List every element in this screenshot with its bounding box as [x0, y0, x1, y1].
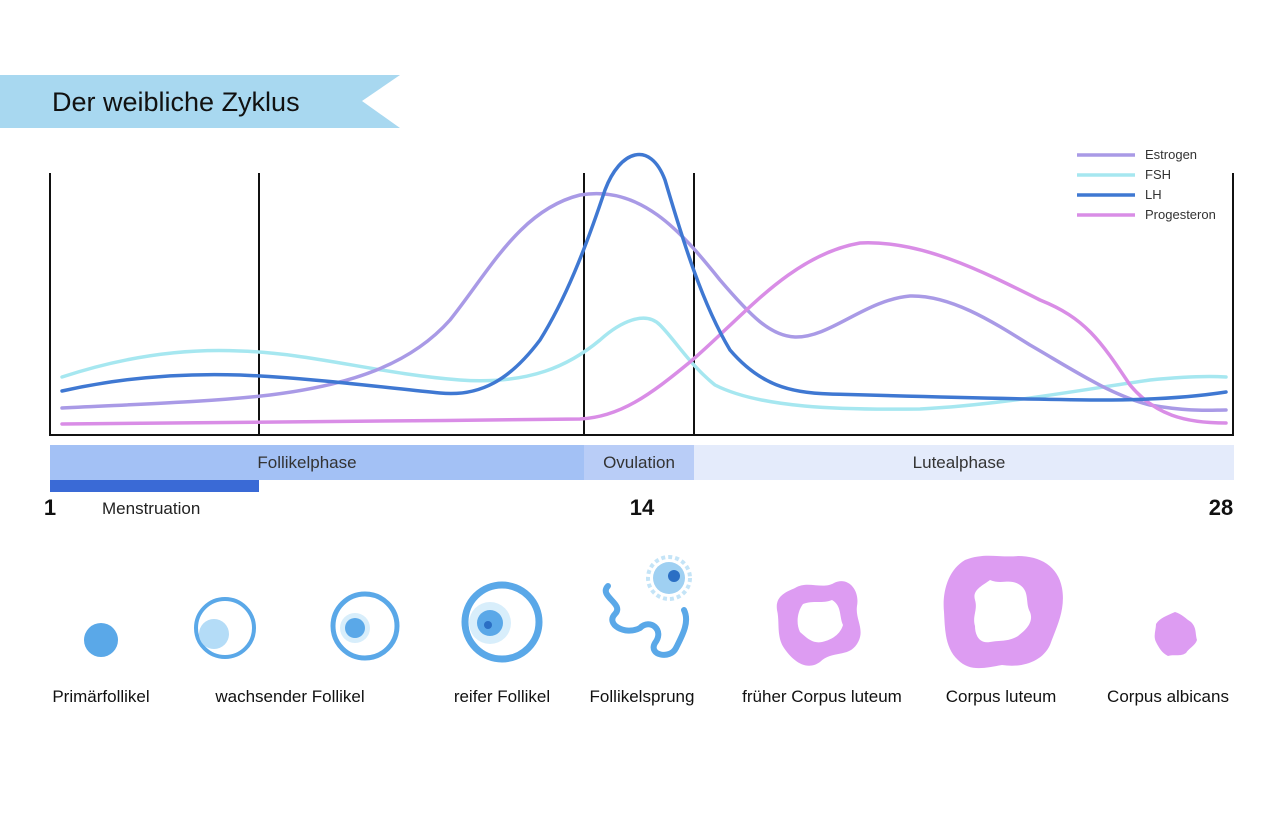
day-label-mid: 14: [630, 495, 655, 520]
legend-label-lh: LH: [1145, 187, 1162, 202]
stage-label-reifer-follikel: reifer Follikel: [454, 687, 550, 706]
reifer-follikel-icon: [461, 581, 543, 663]
wachsender-follikel-icon: [194, 597, 256, 659]
frueher-corpus-luteum-icon: [776, 581, 861, 666]
follikelphase-label: Follikelphase: [257, 453, 356, 472]
lutealphase-label: Lutealphase: [913, 453, 1006, 472]
title-banner: [0, 75, 400, 128]
progesteron-curve: [60, 241, 1228, 426]
day-label-end: 28: [1209, 495, 1233, 520]
legend-label-estrogen: Estrogen: [1145, 147, 1197, 162]
stage-label-corpus-albicans: Corpus albicans: [1107, 687, 1229, 706]
ovulation-bar: [584, 445, 694, 480]
stage-label-corpus-luteum: Corpus luteum: [946, 687, 1057, 706]
stage-label-frueher-corpus-luteum: früher Corpus luteum: [742, 687, 902, 706]
legend: Estrogen FSH LH Progesteron: [1077, 147, 1216, 222]
ovulation-label: Ovulation: [603, 453, 675, 472]
fsh-curve: [60, 316, 1228, 411]
legend-label-progesteron: Progesteron: [1145, 207, 1216, 222]
day-label-start: 1: [44, 495, 56, 520]
lutealphase-bar: [694, 445, 1234, 480]
legend-label-fsh: FSH: [1145, 167, 1171, 182]
lh-curve: [60, 152, 1228, 402]
menstruation-bar: [50, 480, 259, 492]
follikel-stage3-icon: [330, 591, 400, 661]
stage-label-follikelsprung: Follikelsprung: [590, 687, 695, 706]
page-title: Der weibliche Zyklus: [52, 87, 300, 117]
follikelphase-bar: [50, 445, 584, 480]
stage-label-primaerfollikel: Primärfollikel: [52, 687, 149, 706]
follikelsprung-icon: [602, 555, 692, 658]
menstruation-label: Menstruation: [102, 499, 200, 518]
corpus-luteum-icon: [943, 555, 1063, 669]
stage-label-wachsender-follikel: wachsender Follikel: [214, 687, 364, 706]
primaerfollikel-icon: [84, 623, 118, 657]
corpus-albicans-icon: [1154, 612, 1197, 656]
estrogen-curve: [60, 191, 1228, 413]
